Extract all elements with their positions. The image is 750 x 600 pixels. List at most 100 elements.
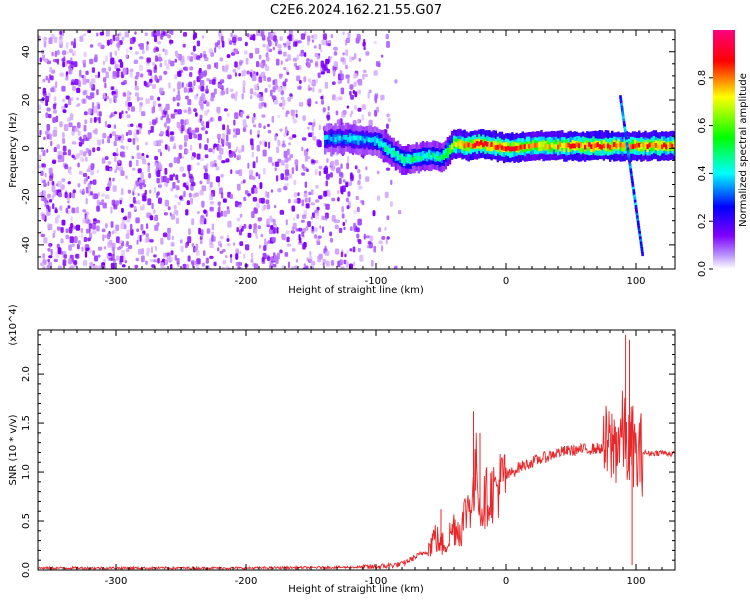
- heatmap-cell: [107, 139, 111, 144]
- heatmap-cell: [253, 223, 257, 229]
- heatmap-cell: [235, 149, 238, 153]
- heatmap-cell: [638, 233, 642, 238]
- heatmap-cell: [206, 121, 210, 129]
- heatmap-cell: [177, 201, 181, 206]
- heatmap-cell: [162, 232, 168, 238]
- heatmap-cell: [384, 146, 387, 151]
- heatmap-cell: [322, 258, 327, 264]
- heatmap-cell: [371, 259, 374, 267]
- heatmap-cell: [361, 114, 365, 121]
- heatmap-cell: [237, 37, 242, 42]
- heatmap-cell: [70, 223, 74, 228]
- colorbar-gradient: [713, 30, 735, 269]
- heatmap-cell: [171, 235, 174, 241]
- heatmap-cell: [47, 193, 51, 199]
- heatmap-cell: [235, 253, 239, 260]
- heatmap-cell: [328, 39, 332, 45]
- heatmap-cell: [90, 163, 94, 170]
- heatmap-cell: [365, 51, 370, 56]
- heatmap-cell: [74, 128, 79, 132]
- heatmap-cell: [92, 222, 97, 230]
- heatmap-cell: [114, 50, 118, 56]
- heatmap-cell: [129, 160, 132, 168]
- heatmap-cell: [301, 231, 305, 237]
- heatmap-cell: [312, 87, 315, 93]
- heatmap-cell: [621, 143, 624, 149]
- heatmap-cell: [245, 190, 249, 195]
- heatmap-cell: [281, 106, 285, 110]
- heatmap-cell: [569, 144, 572, 149]
- heatmap-cell: [173, 143, 176, 149]
- heatmap-cell: [199, 114, 203, 119]
- heatmap-cell: [187, 109, 192, 115]
- heatmap-cell: [201, 262, 205, 267]
- heatmap-cell: [137, 193, 140, 197]
- heatmap-cell: [419, 156, 423, 161]
- heatmap-cell: [52, 160, 56, 164]
- heatmap-cell: [81, 246, 84, 252]
- heatmap-cell: [69, 236, 74, 243]
- heatmap-cell: [604, 142, 608, 147]
- heatmap-cell: [149, 189, 152, 194]
- heatmap-cell: [170, 214, 176, 220]
- heatmap-cell: [411, 157, 414, 163]
- heatmap-cell: [197, 118, 200, 123]
- heatmap-cell: [632, 191, 636, 196]
- heatmap-cell: [631, 184, 635, 189]
- heatmap-cell: [198, 73, 202, 81]
- heatmap-cell: [68, 258, 72, 265]
- heatmap-cell: [238, 204, 242, 208]
- heatmap-cell: [315, 60, 319, 68]
- heatmap-cell: [132, 167, 136, 171]
- heatmap-cell: [322, 33, 327, 40]
- heatmap-cell: [577, 143, 581, 149]
- heatmap-cell: [349, 248, 353, 252]
- heatmap-cell: [354, 105, 358, 110]
- heatmap-cell: [82, 98, 87, 104]
- heatmap-cell: [150, 246, 153, 254]
- heatmap-cell: [144, 238, 149, 244]
- heatmap-cell: [173, 204, 177, 210]
- heatmap-cell: [273, 35, 277, 42]
- heatmap-cell: [170, 113, 175, 119]
- heatmap-cell: [101, 199, 105, 203]
- heatmap-cell: [96, 139, 102, 146]
- heatmap-cell: [86, 214, 89, 220]
- heatmap-cell: [561, 143, 564, 148]
- heatmap-cell: [314, 169, 318, 176]
- heatmap-cell: [234, 112, 239, 119]
- heatmap-cell: [641, 252, 644, 257]
- heatmap-cell: [214, 47, 217, 53]
- heatmap-cell: [103, 92, 106, 100]
- heatmap-cell: [72, 189, 76, 194]
- heatmap-cell: [238, 169, 243, 177]
- heatmap-cell: [283, 150, 288, 158]
- heatmap-cell: [652, 142, 655, 147]
- heatmap-cell: [84, 89, 88, 95]
- heatmap-cell: [74, 78, 79, 86]
- heatmap-cell: [625, 137, 628, 141]
- heatmap-cell: [500, 145, 504, 151]
- heatmap-cell: [630, 173, 633, 178]
- heatmap-cell: [149, 95, 154, 101]
- heatmap-cell: [168, 162, 173, 168]
- y-tick-label: 40: [21, 45, 32, 58]
- heatmap-cell: [94, 255, 99, 262]
- heatmap-cell: [135, 217, 140, 224]
- heatmap-cell: [239, 229, 243, 236]
- heatmap-cell: [219, 148, 224, 155]
- heatmap-cell: [255, 235, 259, 239]
- snr-series: [38, 334, 675, 570]
- heatmap-cell: [244, 41, 248, 47]
- heatmap-cell: [304, 181, 308, 188]
- heatmap-cell: [249, 169, 254, 176]
- heatmap-cell: [279, 102, 283, 107]
- heatmap-cell: [394, 265, 398, 269]
- heatmap-cell: [640, 249, 644, 254]
- heatmap-cell: [221, 137, 225, 145]
- heatmap-cell: [277, 50, 282, 55]
- heatmap-cell: [160, 116, 163, 121]
- heatmap-cell: [120, 223, 125, 230]
- heatmap-cell: [82, 173, 88, 177]
- heatmap-cell: [181, 82, 184, 88]
